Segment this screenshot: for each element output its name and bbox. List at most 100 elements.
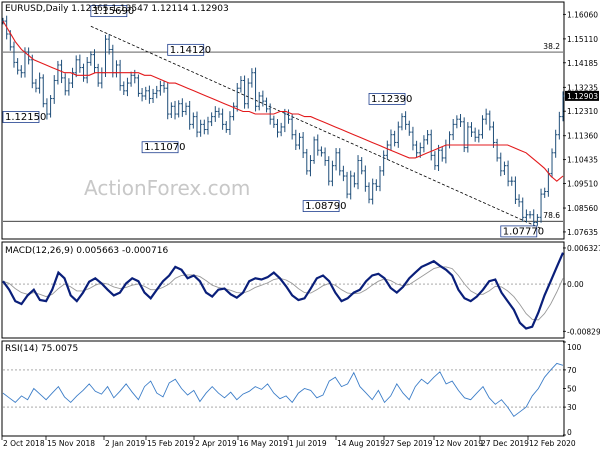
price-bar	[528, 210, 532, 219]
current-price-marker: 1.12903	[565, 90, 599, 101]
price-bar	[151, 88, 155, 104]
swing-level-text: 1.12150	[5, 112, 46, 123]
price-bar	[352, 172, 356, 188]
price-bar	[414, 140, 419, 158]
price-bar	[407, 120, 411, 136]
price-bar	[213, 106, 217, 122]
fib-382-line-label: 38.2	[543, 42, 560, 51]
price-bar	[199, 119, 203, 137]
swing-level-label: 1.11070	[141, 141, 185, 153]
price-bar	[158, 80, 162, 96]
macd-y-tick-label: 0.006327	[567, 244, 600, 253]
price-bar	[535, 214, 539, 226]
price-bar	[162, 81, 166, 93]
price-bar	[524, 209, 528, 223]
price-bar	[257, 91, 261, 111]
price-bar	[323, 147, 327, 166]
price-bar	[92, 49, 97, 73]
rsi-header: RSI(14) 75.0075	[5, 344, 78, 354]
price-bar	[56, 60, 60, 85]
price-bar	[367, 182, 371, 204]
x-axis-tick-label: 2 Jan 2019	[105, 439, 145, 448]
price-bar	[382, 150, 386, 176]
price-bar	[389, 129, 393, 151]
fib-786-line-label: 78.6	[543, 211, 560, 220]
price-bar	[67, 78, 71, 96]
rsi-line	[2, 362, 564, 418]
price-bar	[455, 115, 459, 129]
price-bar	[221, 108, 225, 130]
swing-level-text: 1.11070	[144, 142, 185, 153]
price-y-tick-label: 1.09510	[567, 180, 598, 189]
price-bar	[319, 146, 324, 157]
price-bar	[34, 78, 38, 93]
swing-level-label: 1.07770	[500, 225, 544, 237]
price-bar	[305, 148, 309, 175]
price-bar	[502, 161, 507, 175]
price-bar	[349, 170, 353, 200]
price-bar	[173, 100, 177, 120]
price-bar	[363, 165, 367, 192]
price-bar	[495, 138, 499, 162]
price-bar	[338, 148, 342, 176]
price-bar	[85, 57, 89, 84]
price-bar	[70, 67, 75, 88]
price-bar	[334, 148, 338, 171]
price-y-tick-label: 1.13235	[567, 83, 598, 92]
price-y-tick-label: 1.08560	[567, 204, 598, 213]
x-axis-tick-label: 14 Aug 2019	[337, 439, 385, 448]
price-bar	[12, 41, 16, 68]
price-bar	[202, 119, 206, 135]
price-header: EURUSD,Daily 1.12365 1.13547 1.12114 1.1…	[5, 4, 229, 14]
price-bar	[279, 122, 283, 137]
price-y-tick-label: 1.07635	[567, 228, 598, 237]
price-bar	[308, 155, 313, 177]
swing-level-text: 1.12390	[371, 94, 412, 105]
x-axis-tick-label: 12 Nov 2019	[435, 439, 483, 448]
price-bar	[301, 132, 305, 159]
price-bar	[261, 90, 265, 107]
moving-average-line	[2, 20, 564, 182]
price-bar	[140, 88, 144, 102]
price-bar	[81, 63, 86, 82]
price-y-tick-label: 1.14185	[567, 59, 598, 68]
swing-level-label: 1.14120	[167, 43, 211, 56]
macd-header: MACD(12,26,9) 0.005663 -0.000716	[5, 246, 168, 256]
price-bar	[191, 112, 195, 129]
price-bar	[422, 135, 426, 153]
price-bar	[440, 146, 444, 162]
price-y-tick-label: 1.11360	[567, 132, 598, 141]
price-bar	[561, 91, 565, 122]
price-bar	[231, 102, 236, 121]
x-axis-tick-label: 1 Jul 2019	[289, 439, 327, 448]
price-bar	[550, 148, 554, 178]
price-bar	[210, 112, 214, 127]
price-bar	[272, 115, 276, 128]
rsi-y-tick-label: 100	[567, 343, 582, 352]
price-bar	[532, 209, 536, 228]
price-bar	[228, 111, 232, 135]
x-axis-tick-label: 27 Sep 2019	[385, 439, 433, 448]
swing-level-label: 1.12150	[2, 111, 46, 123]
swing-level-label: 1.15690	[90, 5, 134, 17]
price-bar	[188, 100, 192, 130]
price-bar	[250, 68, 254, 88]
price-bar	[473, 127, 477, 142]
price-bar	[396, 121, 400, 148]
swing-level-text: 1.14120	[170, 45, 211, 56]
price-bar	[184, 102, 188, 116]
price-bar	[48, 95, 53, 118]
price-bar	[30, 54, 34, 89]
price-bar	[385, 140, 389, 160]
price-bar	[316, 134, 320, 156]
macd-y-tick-label: 0.00	[567, 280, 584, 289]
price-bar	[169, 102, 173, 119]
rsi-y-tick-label: 50	[567, 385, 577, 394]
price-bar	[147, 85, 152, 104]
price-bar	[345, 171, 349, 199]
rsi-y-tick-label: 0	[567, 428, 572, 437]
x-axis-tick-label: 2 Apr 2019	[195, 439, 237, 448]
price-bar	[469, 122, 474, 137]
x-axis-tick-label: 12 Feb 2020	[529, 439, 576, 448]
